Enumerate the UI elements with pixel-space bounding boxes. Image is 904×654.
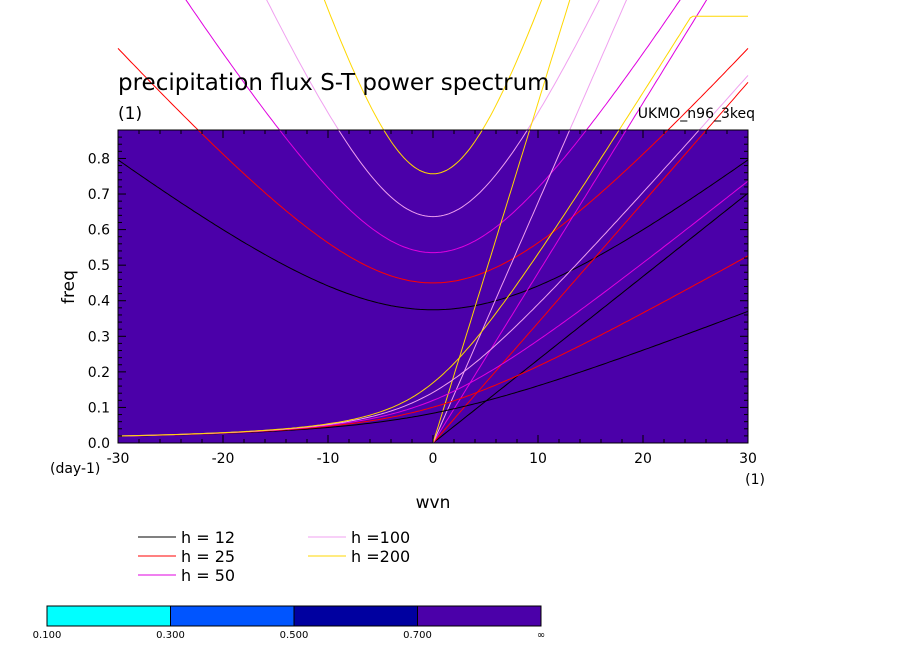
y-tick-label: 0.2 <box>88 365 110 381</box>
y-axis-label: freq <box>59 270 79 304</box>
series-line-h200 <box>323 0 543 175</box>
y-tick-label: 0.0 <box>88 436 110 452</box>
legend-label: h = 12 <box>181 528 235 547</box>
legend-label: h = 25 <box>181 547 235 566</box>
series-line-h50 <box>185 0 681 254</box>
colorbar-swatch <box>293 605 418 627</box>
axis-ticks <box>117 130 749 444</box>
colorbar-swatch <box>417 605 542 627</box>
subtitle-right: UKMO_n96_3keq <box>638 106 755 122</box>
y-tick-label: 0.7 <box>88 187 110 203</box>
x-tick-label: 30 <box>739 451 757 467</box>
x-tick-label: 10 <box>529 451 547 467</box>
legend-label: h =200 <box>351 547 410 566</box>
series-line-k25 <box>432 81 749 444</box>
colorbar-label: 0.500 <box>280 630 309 641</box>
series-line-k100 <box>432 0 628 444</box>
y-unit-label: (day-1) <box>50 461 100 477</box>
colorbar-swatch <box>46 605 171 627</box>
y-tick-label: 0.5 <box>88 258 110 274</box>
colorbar-label: 0.100 <box>33 630 62 641</box>
x-tick-label: -30 <box>107 451 130 467</box>
tick-labels: -30 -20 -10 0 10 20 30 0.0 0.1 0.2 0.3 0.4 0.5 0.6 0.7… <box>88 151 757 467</box>
y-tick-label: 0.1 <box>88 400 110 416</box>
series-line-h12 <box>117 159 749 311</box>
x-tick-label: -20 <box>212 451 235 467</box>
y-tick-label: 0.8 <box>88 151 110 167</box>
x-axis-label: wvn <box>416 493 451 513</box>
y-tick-label: 0.4 <box>88 294 110 310</box>
x-tick-label: -10 <box>317 451 340 467</box>
series-line-h25 <box>117 48 749 284</box>
colorbar-label: ∞ <box>537 630 545 641</box>
plot-area <box>118 130 748 443</box>
colorbar-label: 0.700 <box>403 630 432 641</box>
x-tick-label: 0 <box>429 451 438 467</box>
series-line-k200 <box>432 0 571 444</box>
x-unit-label: (1) <box>745 472 765 488</box>
series-line-mrg-200 <box>117 15 748 437</box>
legend-label: h = 50 <box>181 566 235 585</box>
series-line-k50 <box>432 0 708 444</box>
colorbar-swatch <box>170 605 295 627</box>
colorbar: 0.100 0.300 0.500 0.700 ∞ <box>33 605 545 641</box>
series-line-h100 <box>266 0 600 218</box>
subtitle-left: (1) <box>118 104 142 124</box>
y-tick-label: 0.3 <box>88 329 110 345</box>
colorbar-label: 0.300 <box>156 630 185 641</box>
legend-label: h =100 <box>351 528 410 547</box>
dispersion-curves <box>117 0 749 444</box>
chart-title: precipitation flux S-T power spectrum <box>118 70 550 96</box>
x-tick-label: 20 <box>634 451 652 467</box>
y-tick-label: 0.6 <box>88 223 110 239</box>
